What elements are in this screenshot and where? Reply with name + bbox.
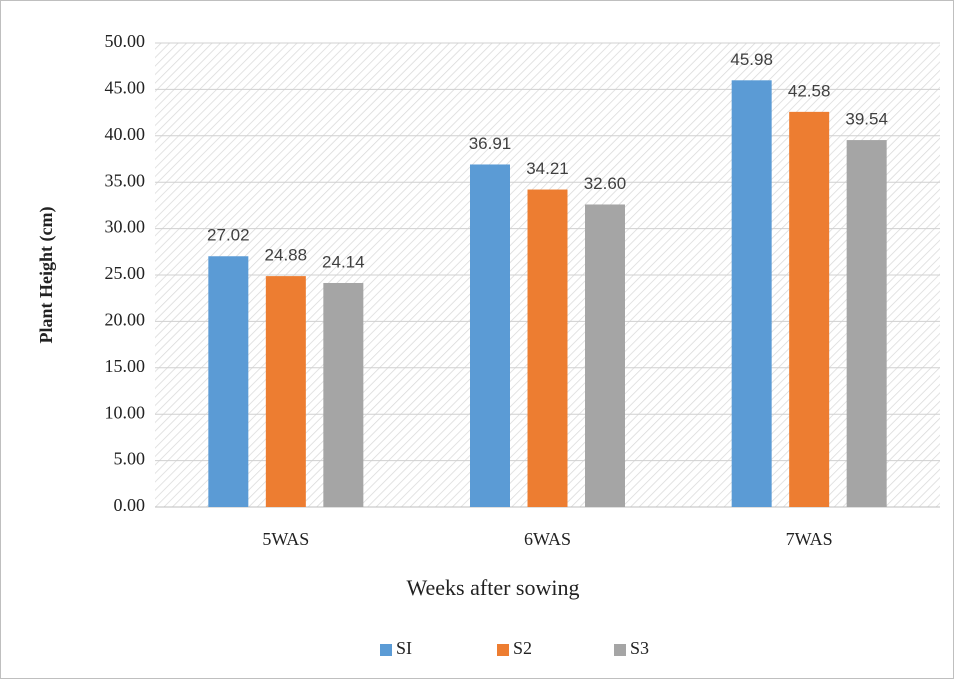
value-label: 24.14 — [322, 252, 365, 271]
bar — [789, 111, 830, 507]
bar — [323, 282, 364, 507]
y-tick-label: 45.00 — [105, 78, 146, 98]
bar — [470, 164, 510, 507]
legend-swatch — [380, 644, 392, 656]
bar — [846, 140, 887, 508]
bar — [527, 189, 568, 508]
y-tick-label: 5.00 — [114, 449, 146, 469]
legend-label: S3 — [630, 638, 649, 658]
legend-swatch — [614, 644, 626, 656]
y-axis-title: Plant Height (cm) — [36, 207, 57, 344]
y-tick-label: 25.00 — [105, 263, 146, 283]
x-tick-label: 6WAS — [524, 529, 571, 549]
bar — [585, 204, 625, 508]
bar — [265, 276, 306, 507]
y-tick-label: 50.00 — [105, 31, 146, 51]
legend-swatch — [497, 644, 509, 656]
y-tick-label: 10.00 — [105, 402, 146, 422]
value-label: 36.91 — [469, 134, 512, 153]
value-label: 27.02 — [207, 226, 250, 245]
legend-label: SI — [396, 638, 412, 658]
y-tick-label: 35.00 — [105, 170, 146, 190]
value-label: 34.21 — [526, 159, 569, 178]
legend-label: S2 — [513, 638, 532, 658]
y-tick-label: 15.00 — [105, 356, 146, 376]
value-label: 39.54 — [845, 110, 888, 129]
bar — [731, 80, 772, 507]
value-label: 42.58 — [788, 81, 831, 100]
y-tick-label: 40.00 — [105, 124, 146, 144]
x-axis-title: Weeks after sowing — [407, 575, 580, 600]
value-label: 45.98 — [730, 50, 773, 69]
value-label: 24.88 — [265, 246, 308, 265]
y-tick-label: 20.00 — [105, 310, 146, 330]
value-label: 32.60 — [584, 174, 627, 193]
y-tick-label: 30.00 — [105, 217, 146, 237]
x-tick-label: 7WAS — [786, 529, 833, 549]
y-tick-label: 0.00 — [114, 495, 146, 515]
x-tick-label: 5WAS — [262, 529, 309, 549]
bar — [208, 256, 249, 507]
